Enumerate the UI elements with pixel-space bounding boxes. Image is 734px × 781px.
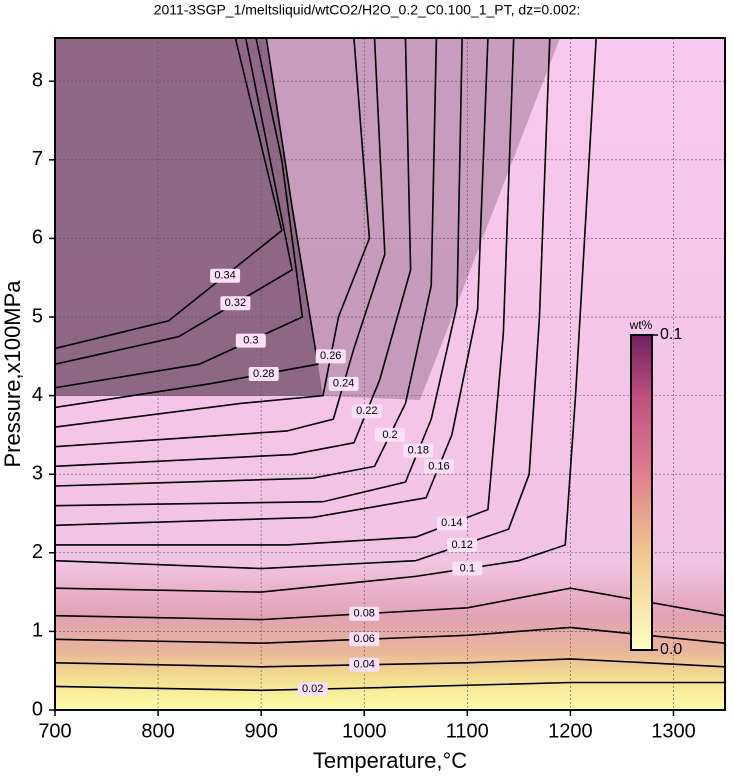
y-tick-label: 6 [32,227,43,249]
x-tick-label: 1000 [342,720,387,742]
dense-region [55,38,323,396]
contour-label-bg [328,376,359,391]
contour-line [55,587,725,621]
contour-label: 0.16 [428,460,449,472]
y-tick-label: 0 [32,698,43,720]
colorbar-tick-label: 0.1 [660,326,682,343]
contour-line [55,626,725,644]
shading [55,38,560,400]
contour-label: 0.2 [382,429,397,441]
contour-label: 0.14 [441,517,462,529]
x-tick-label: 1200 [548,720,593,742]
contour-line [55,38,304,389]
contour-label: 0.26 [320,350,341,362]
y-tick-label: 5 [32,305,43,327]
contour-label-bg [436,516,467,531]
y-tick-label: 1 [32,620,43,642]
contour-label-bg [447,537,478,552]
contour-labels: 0.02 0.04 0.06 0.08 0.1 0.12 0.14 0.16 0.18 0.2 0.… [210,268,483,697]
contour-label: 0.08 [354,608,375,620]
contour-label-bg [297,682,328,697]
contour-label: 0.04 [354,659,375,671]
contour-label-bg [403,443,434,458]
x-axis-label: Temperature,°C [313,748,467,773]
contour-label: 0.02 [302,683,323,695]
x-tick-label: 1100 [446,720,489,742]
contour-line [55,681,725,692]
contour-line [55,38,551,570]
contour-label-bg [349,632,380,647]
x-tick-label: 700 [38,720,71,742]
colorbar-tick-label: 0.0 [660,641,682,658]
contour-line [55,658,725,668]
contour-label: 0.12 [451,539,472,551]
contour-label-bg [235,333,266,348]
y-tick-label: 4 [32,384,43,406]
dense-region [266,38,560,400]
contour-label-bg [220,296,251,311]
contour-label: 0.24 [333,378,354,390]
plot-frame [54,37,726,711]
x-tick-label: 800 [141,720,174,742]
contour-label: 0.28 [253,368,274,380]
colorbar-ticks: 0.0 0.1 [652,326,682,658]
contour-line [55,38,319,409]
y-axis-label: Pressure,x100MPa [0,280,25,468]
contour-label-bg [423,459,454,474]
contour-label-bg [315,349,346,364]
colorbar [630,334,653,651]
contour-label: 0.22 [356,405,377,417]
contour-line [55,38,597,593]
x-tick-label: 900 [244,720,277,742]
y-tick-label: 3 [32,462,43,484]
contour-label-bg [210,268,241,283]
contour-label-bg [349,606,380,621]
contour-label-bg [351,404,382,419]
y-tick-label: 7 [32,148,43,170]
y-tick-label: 2 [32,541,43,563]
colorbar-label: wt% [629,318,653,332]
contour-label: 0.1 [460,562,475,574]
contour-label-bg [349,657,380,672]
contour-label: 0.3 [243,335,258,347]
contour-label: 0.34 [214,270,235,282]
contour-label-bg [248,367,279,381]
contour-label: 0.32 [225,297,246,309]
contour-label-bg [452,561,483,576]
y-tick-label: 8 [32,70,43,92]
contour-label: 0.06 [354,633,375,645]
contour-label: 0.18 [408,445,429,457]
contour-label-bg [375,427,405,442]
chart-title: 2011-3SGP_1/meltsliquid/wtCO2/H2O_0.2_C0… [154,2,581,18]
x-tick-label: 1300 [651,720,696,742]
